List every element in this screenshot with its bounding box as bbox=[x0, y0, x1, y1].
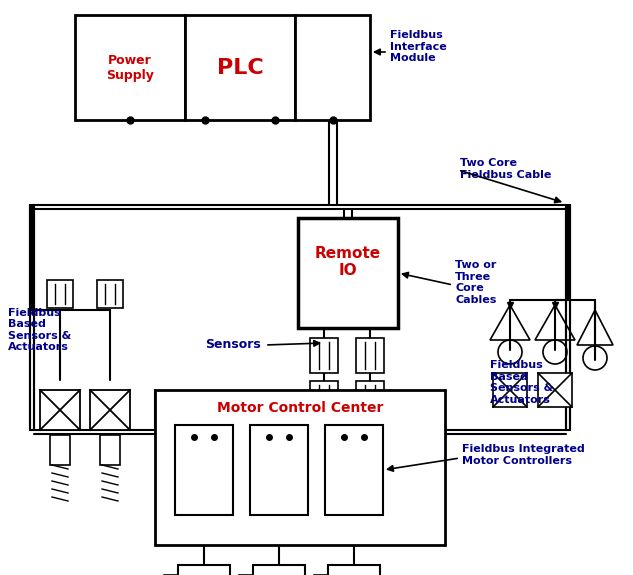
Bar bbox=[298, 218, 398, 328]
Text: Fieldbus
Based
Sensors &
Actuators: Fieldbus Based Sensors & Actuators bbox=[8, 308, 72, 352]
Bar bbox=[325, 425, 383, 515]
Bar bbox=[100, 435, 120, 465]
Bar bbox=[295, 15, 370, 120]
Bar bbox=[356, 338, 384, 373]
Text: Motor Control Center: Motor Control Center bbox=[217, 401, 383, 415]
Bar bbox=[178, 565, 230, 575]
Text: Fieldbus Integrated
Motor Controllers: Fieldbus Integrated Motor Controllers bbox=[462, 444, 585, 466]
Bar bbox=[328, 565, 380, 575]
Bar bbox=[356, 381, 384, 416]
Text: Sensors: Sensors bbox=[205, 339, 261, 351]
Text: Two or
Three
Core
Cables: Two or Three Core Cables bbox=[455, 260, 496, 305]
Bar bbox=[310, 338, 338, 373]
Text: Two Core
Fieldbus Cable: Two Core Fieldbus Cable bbox=[460, 158, 551, 179]
Bar bbox=[310, 381, 338, 416]
Bar bbox=[75, 15, 185, 120]
Text: Power
Supply: Power Supply bbox=[106, 53, 154, 82]
Bar bbox=[47, 280, 73, 308]
Text: Fieldbus
Interface
Module: Fieldbus Interface Module bbox=[390, 30, 447, 63]
Bar bbox=[175, 425, 233, 515]
Bar bbox=[40, 390, 80, 430]
Text: Fieldbus
Based
Sensors &
Actuators: Fieldbus Based Sensors & Actuators bbox=[490, 360, 553, 405]
Bar bbox=[90, 390, 130, 430]
Bar bbox=[253, 565, 305, 575]
Bar bbox=[155, 390, 445, 545]
Bar bbox=[50, 435, 70, 465]
Text: PLC: PLC bbox=[216, 58, 263, 78]
Bar bbox=[185, 15, 295, 120]
Bar bbox=[250, 425, 308, 515]
Bar bbox=[97, 280, 123, 308]
Bar bbox=[493, 373, 527, 407]
Text: Remote
IO: Remote IO bbox=[315, 246, 381, 278]
Bar bbox=[538, 373, 572, 407]
